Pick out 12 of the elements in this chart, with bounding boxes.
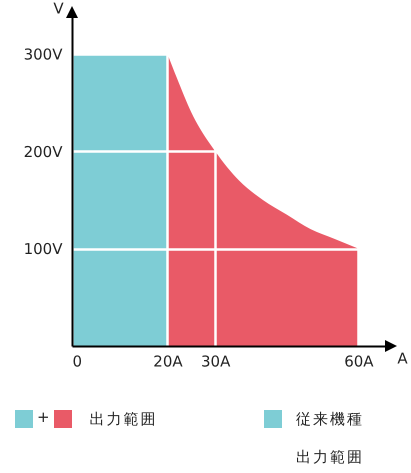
x-tick-label: 0: [72, 352, 82, 370]
x-tick-label: 30A: [201, 352, 232, 370]
y-tick-label: 100V: [24, 240, 64, 258]
text: 従来機種出力範囲: [296, 410, 364, 466]
y-axis-title: V: [53, 0, 64, 18]
x-tick-label: 60A: [344, 352, 374, 370]
legend-label: 出力範囲: [90, 409, 159, 430]
x-axis-title: A: [397, 350, 408, 368]
x-tick-label: 20A: [153, 352, 184, 370]
y-tick-label: 200V: [24, 142, 64, 161]
y-tick-label: 300V: [24, 45, 64, 64]
text: +: [37, 408, 50, 426]
